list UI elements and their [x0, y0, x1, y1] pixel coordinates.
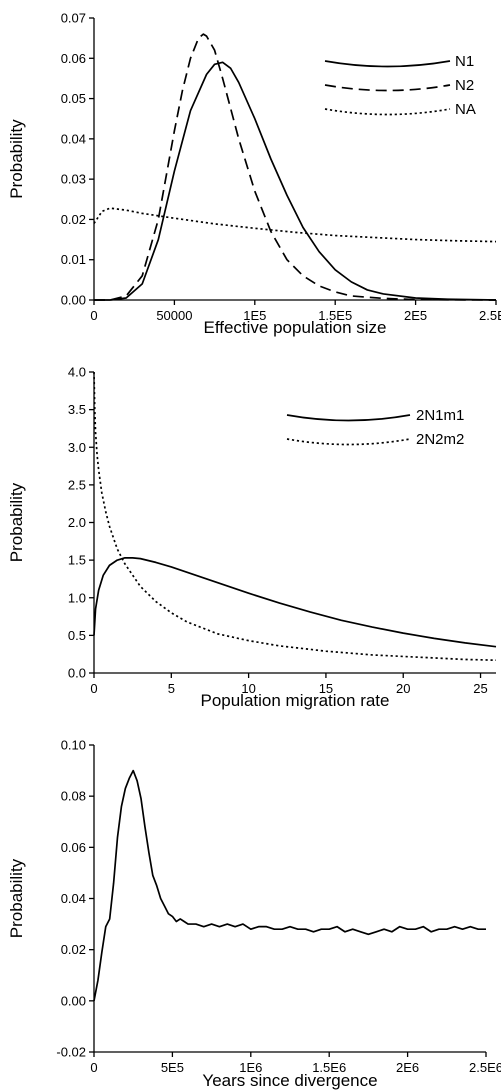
x-tick-label: 2E5 — [404, 308, 427, 323]
chart-3: -0.02 0.00 0.02 0.04 0.06 0.08 0.10 0 5E5 1E6 1.5E… — [7, 738, 501, 1091]
x-tick-label: 50000 — [156, 308, 192, 323]
x-tick-label: 2.5E5 — [479, 308, 501, 323]
legend-label: 2N1m1 — [416, 407, 464, 424]
y-tick-label: 4.0 — [68, 365, 86, 380]
x-tick-label: 10 — [241, 681, 255, 696]
x-tick-label: 5E5 — [161, 1060, 184, 1075]
legend-swatch — [286, 414, 411, 422]
y-tick-label: 2.5 — [68, 477, 86, 492]
legend-swatch — [324, 60, 451, 68]
y-tick-label: 0.00 — [61, 993, 86, 1008]
x-tick-label: 15 — [319, 681, 333, 696]
y-tick-label: 0.04 — [61, 891, 86, 906]
x-axis-label: Effective population size — [203, 318, 386, 337]
x-tick-label: 0 — [90, 308, 97, 323]
series-line-na — [93, 207, 497, 243]
series-line-n2 — [94, 33, 497, 301]
chart-2: 0.0 0.5 1.0 1.5 2.0 2.5 3.0 3.5 4.0 0 5 10 15 20 25 Pop… — [7, 365, 497, 710]
legend: N1 N2 NA — [324, 53, 476, 118]
y-tick-label: 0.05 — [61, 91, 86, 106]
y-tick-label: 0.10 — [61, 738, 86, 753]
y-tick-label: 0.02 — [61, 942, 86, 957]
x-tick-label: 2E6 — [396, 1060, 419, 1075]
series-line-2n2m2 — [93, 371, 497, 662]
legend: 2N1m1 2N2m2 — [286, 407, 464, 448]
y-axis-label: Probability — [7, 858, 26, 938]
y-tick-label: 0.01 — [61, 252, 86, 267]
y-tick-label: 0.5 — [68, 628, 86, 643]
y-tick-label: 0.06 — [61, 51, 86, 66]
x-tick-label: 25 — [473, 681, 487, 696]
x-tick-label: 1.5E5 — [318, 308, 352, 323]
legend-label: N1 — [455, 53, 474, 70]
x-tick-label: 1E6 — [239, 1060, 262, 1075]
chart-1: 0.00 0.01 0.02 0.03 0.04 0.05 0.06 0.07 0 50000 1E… — [7, 11, 501, 338]
y-tick-label: 1.5 — [68, 553, 86, 568]
x-tick-label: 20 — [396, 681, 410, 696]
legend-swatch — [324, 84, 451, 92]
y-tick-label: 0.00 — [61, 293, 86, 308]
y-tick-label: 0.04 — [61, 131, 86, 146]
legend-label: N2 — [455, 77, 474, 94]
legend-label: 2N2m2 — [416, 431, 464, 448]
x-tick-label: 0 — [90, 681, 97, 696]
y-axis-label: Probability — [7, 482, 26, 562]
x-tick-label: 5 — [168, 681, 175, 696]
y-tick-label: 2.0 — [68, 515, 86, 530]
y-tick-label: 0.03 — [61, 172, 86, 187]
legend-swatch — [286, 438, 411, 446]
y-tick-label: 1.0 — [68, 590, 86, 605]
y-tick-label: 3.0 — [68, 440, 86, 455]
series-line-2n1m1 — [93, 557, 497, 648]
y-tick-label: 0.02 — [61, 212, 86, 227]
y-tick-label: 0.0 — [68, 666, 86, 681]
y-tick-label: 0.06 — [61, 840, 86, 855]
x-tick-label: 1E5 — [243, 308, 266, 323]
series-line-n1 — [94, 61, 497, 301]
y-tick-label: 3.5 — [68, 402, 86, 417]
y-tick-label: -0.02 — [56, 1045, 86, 1060]
x-tick-label: 2.5E6 — [469, 1060, 501, 1075]
x-tick-label: 1.5E6 — [312, 1060, 346, 1075]
legend-label: NA — [455, 101, 476, 118]
legend-swatch — [324, 108, 451, 116]
y-tick-label: 0.07 — [61, 11, 86, 26]
y-tick-label: 0.08 — [61, 789, 86, 804]
series-line-1 — [93, 769, 486, 1001]
x-axis-label: Population migration rate — [200, 691, 389, 710]
x-axis-label: Years since divergence — [202, 1071, 377, 1090]
x-tick-label: 0 — [90, 1060, 97, 1075]
y-axis-label: Probability — [7, 119, 26, 199]
